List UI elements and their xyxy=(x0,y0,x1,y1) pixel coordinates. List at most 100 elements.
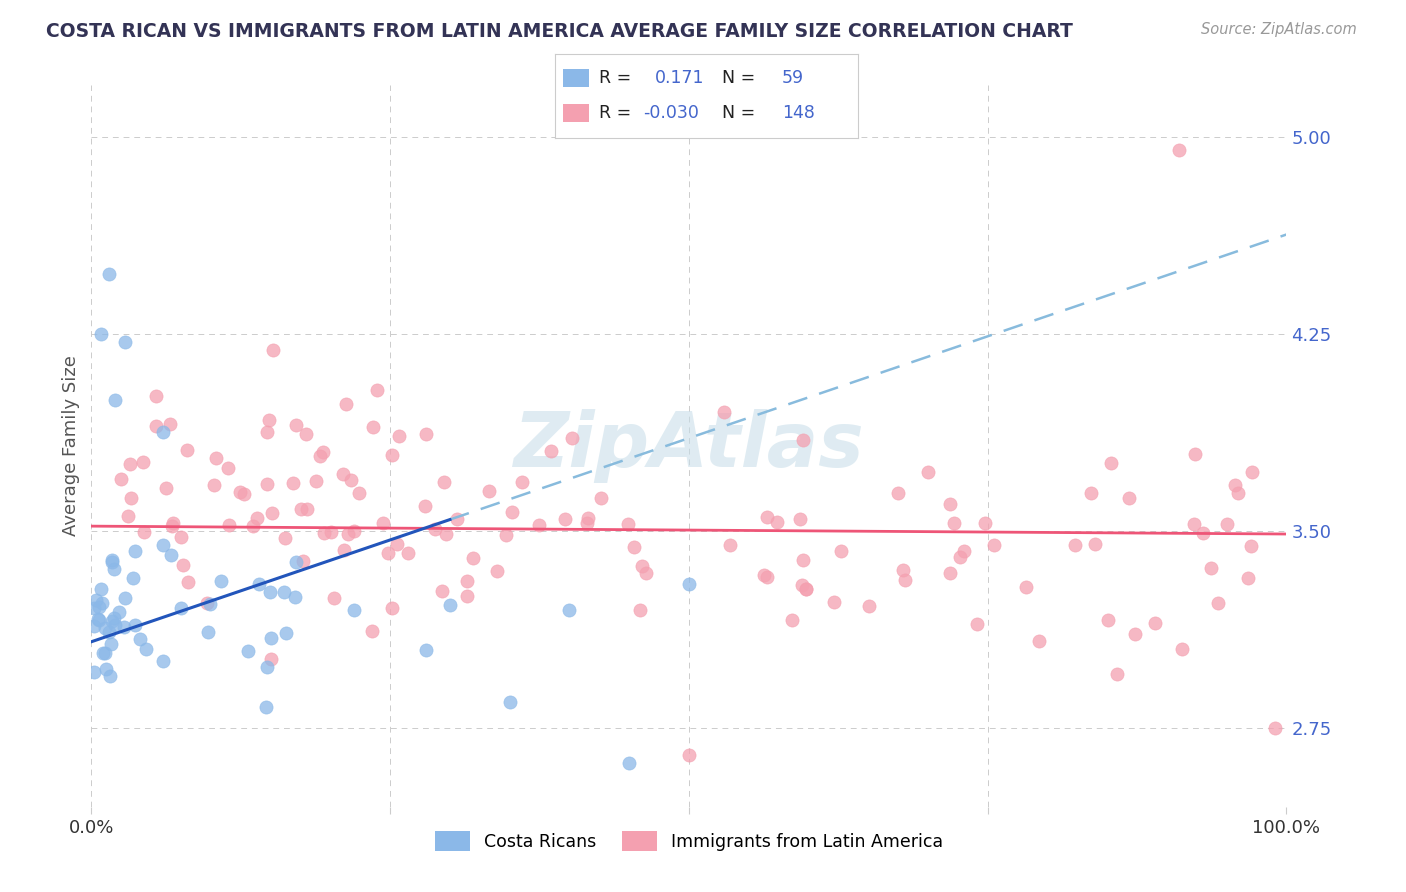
Point xyxy=(433,475,456,489)
Point xyxy=(1099,456,1122,470)
Point xyxy=(1192,526,1215,541)
Point xyxy=(87,612,110,626)
Point xyxy=(170,600,193,615)
Point xyxy=(501,505,523,519)
Text: R =: R = xyxy=(599,103,631,122)
Point xyxy=(792,553,814,567)
Point xyxy=(332,467,354,482)
Point xyxy=(322,591,344,605)
Point xyxy=(83,619,105,633)
Point xyxy=(792,433,814,447)
Point xyxy=(104,618,127,632)
Point xyxy=(720,538,742,552)
Point xyxy=(1167,144,1189,158)
Point xyxy=(257,412,280,426)
Point xyxy=(108,605,131,619)
Point xyxy=(152,425,174,439)
Point xyxy=(713,405,735,419)
Point xyxy=(939,497,962,511)
Point xyxy=(114,591,136,605)
Point xyxy=(229,484,252,499)
Point xyxy=(1028,633,1050,648)
Point xyxy=(284,555,307,569)
Point xyxy=(1215,517,1237,532)
Point xyxy=(1144,616,1167,631)
Point xyxy=(218,517,240,532)
Point xyxy=(636,566,658,580)
Point xyxy=(94,621,117,635)
Point xyxy=(308,449,330,463)
Point xyxy=(432,583,454,598)
Point xyxy=(396,546,419,560)
Point xyxy=(311,445,333,459)
Point xyxy=(619,756,641,770)
Point xyxy=(1084,537,1107,551)
Point xyxy=(89,613,111,627)
Point xyxy=(780,613,803,627)
Point xyxy=(943,516,966,530)
Point xyxy=(274,531,297,545)
Point xyxy=(284,417,307,432)
Point xyxy=(103,562,125,576)
Point xyxy=(1171,642,1194,657)
Point xyxy=(1236,570,1258,584)
Point xyxy=(371,516,394,531)
Point xyxy=(104,392,127,407)
Point xyxy=(291,554,314,568)
Point xyxy=(755,570,778,584)
Point xyxy=(209,574,232,588)
Point xyxy=(540,444,562,458)
Point xyxy=(284,590,307,604)
Point xyxy=(554,512,576,526)
Point xyxy=(678,747,700,762)
Point xyxy=(983,538,1005,552)
Point xyxy=(124,544,146,558)
Point xyxy=(124,618,146,632)
Text: ZipAtlas: ZipAtlas xyxy=(513,409,865,483)
Point xyxy=(238,644,260,658)
Point xyxy=(84,592,107,607)
Point xyxy=(87,599,110,614)
Point xyxy=(198,597,221,611)
FancyBboxPatch shape xyxy=(562,70,589,87)
Point xyxy=(415,500,437,514)
Point xyxy=(120,458,142,472)
Point xyxy=(101,553,124,567)
Point xyxy=(117,508,139,523)
Point xyxy=(939,566,962,580)
Point xyxy=(283,476,305,491)
Point xyxy=(894,573,917,587)
Point xyxy=(527,518,550,533)
Point xyxy=(202,478,225,492)
Point xyxy=(176,442,198,457)
Point xyxy=(172,558,194,573)
Point xyxy=(90,582,112,596)
Point xyxy=(377,545,399,559)
Point xyxy=(628,603,651,617)
Text: -0.030: -0.030 xyxy=(643,103,699,122)
Point xyxy=(456,574,478,589)
Point xyxy=(98,668,121,682)
Point xyxy=(434,527,457,541)
Point xyxy=(886,485,908,500)
Point xyxy=(1225,478,1247,492)
Text: COSTA RICAN VS IMMIGRANTS FROM LATIN AMERICA AVERAGE FAMILY SIZE CORRELATION CHA: COSTA RICAN VS IMMIGRANTS FROM LATIN AME… xyxy=(46,22,1073,41)
Point xyxy=(794,582,817,596)
Point xyxy=(623,540,645,554)
Point xyxy=(83,665,105,680)
Point xyxy=(135,641,157,656)
Point xyxy=(101,614,124,628)
Point xyxy=(152,654,174,668)
Point xyxy=(195,597,218,611)
Point xyxy=(966,616,988,631)
Point xyxy=(290,501,312,516)
Point xyxy=(152,538,174,552)
Point xyxy=(461,550,484,565)
Point xyxy=(177,574,200,589)
Point xyxy=(498,695,520,709)
Point xyxy=(232,487,254,501)
Point xyxy=(1184,447,1206,461)
Point xyxy=(110,472,132,486)
Point xyxy=(217,460,239,475)
Point xyxy=(361,624,384,638)
